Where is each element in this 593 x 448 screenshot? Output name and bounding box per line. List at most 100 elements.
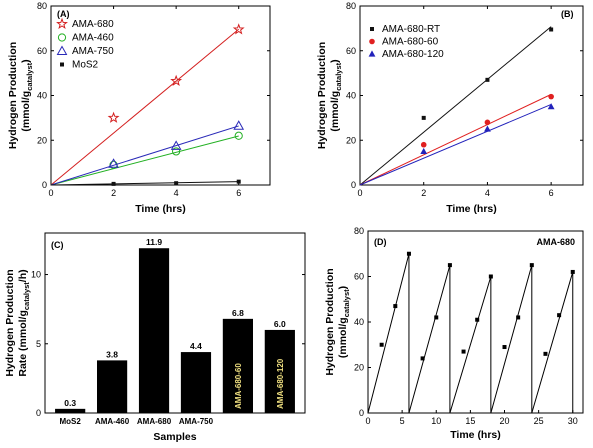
y-unit-open: (mmol/g	[329, 91, 341, 132]
series-mos2	[50, 179, 241, 186]
y-axis-title: Hydrogen Production	[324, 268, 336, 375]
cycle-line	[531, 271, 574, 414]
y-tick-label: 40	[37, 91, 47, 101]
panel-a: 0 20 40 60 80 0 2 4 6 AMA-680 AMA-460 AMA-750 MoS2 (A…	[7, 1, 271, 215]
legend-label: AMA-460	[72, 33, 114, 44]
y-unit-sub: catalyst	[22, 282, 31, 310]
legend-marker	[369, 38, 375, 45]
data-point	[420, 356, 425, 361]
y-tick-label: 0	[359, 408, 364, 418]
data-point	[234, 131, 243, 140]
y-unit-sub: catalyst	[342, 289, 351, 317]
cycle-5	[531, 269, 575, 414]
fit-line	[50, 181, 239, 186]
legend-marker	[57, 33, 67, 42]
y-tick-label: 0	[36, 408, 41, 418]
data-point	[170, 74, 183, 87]
cycle-1	[367, 251, 411, 414]
y-tick-label: 80	[37, 1, 47, 11]
x-tick-label: 10	[431, 416, 441, 426]
panel-d: 0 20 40 60 80 0 5 10 15 20 25 30 (D) AMA-680 Time (hrs…	[324, 226, 584, 441]
category-label: AMA-680-60	[234, 363, 243, 409]
x-tick-label: 4	[174, 188, 179, 198]
bar	[180, 352, 212, 413]
data-point	[529, 263, 534, 268]
data-point	[420, 141, 427, 148]
data-point	[420, 147, 428, 155]
data-point	[434, 315, 439, 320]
bar	[222, 318, 253, 413]
data-label: 11.9	[146, 237, 162, 247]
data-point	[172, 147, 181, 156]
x-tick-label: 15	[465, 416, 475, 426]
y-unit-open: (mmol/g	[337, 317, 349, 358]
y-tick-label: 60	[37, 46, 47, 56]
bar	[97, 360, 128, 413]
data-point	[461, 349, 466, 354]
series-ama-460	[50, 131, 243, 186]
y-tick-label: 20	[37, 135, 47, 145]
y-unit-close: )	[337, 286, 349, 290]
legend: AMA-680 AMA-460 AMA-750 MoS2	[56, 17, 114, 71]
y-unit-close: )	[329, 59, 341, 63]
fit-line	[359, 103, 552, 186]
legend-marker	[370, 27, 374, 31]
data-point	[421, 115, 426, 120]
fit-line	[50, 28, 240, 186]
data-point	[488, 274, 493, 279]
y-axis-title: Hydrogen Production	[316, 42, 328, 149]
data-point	[516, 315, 521, 320]
bar-mos2: 0.3 MoS2	[55, 398, 86, 426]
x-axis-title: Time (hrs)	[446, 203, 497, 215]
bar-ama-680-60: 6.8 AMA-680-60	[222, 308, 253, 413]
data-point	[475, 317, 480, 322]
y-unit-open: Rate (mmol/g	[17, 310, 29, 377]
plot-frame	[367, 230, 584, 414]
bar-ama-680-120: 6.0 AMA-680-120	[264, 319, 295, 413]
y-tick-label: 80	[354, 226, 364, 236]
category-label-group: AMA-680-120	[276, 358, 285, 409]
fit-line	[359, 26, 552, 186]
annotation: AMA-680	[536, 237, 575, 247]
legend-marker	[60, 62, 64, 67]
x-tick-label: 2	[111, 188, 116, 198]
x-tick-label: 0	[365, 416, 370, 426]
cycle-3	[449, 274, 493, 414]
cycle-2	[408, 263, 452, 414]
data-point	[548, 93, 554, 100]
data-point	[111, 181, 116, 186]
x-tick-label: 4	[485, 188, 490, 198]
x-tick-label: 6	[236, 188, 241, 198]
y-axis-unit: (mmol/gcatalyst)	[329, 59, 343, 131]
category-label: AMA-680	[137, 417, 172, 426]
x-tick-label: 25	[534, 416, 544, 426]
data-label: 4.4	[190, 341, 202, 351]
y-tick-label: 5	[36, 339, 41, 349]
series-ama-680-120	[359, 103, 555, 186]
y-axis-unit: (mmol/gcatalyst)	[20, 59, 34, 131]
y-tick-label: 40	[354, 317, 364, 327]
series-ama-680	[50, 23, 245, 186]
legend-label: AMA-680-60	[382, 37, 439, 48]
x-tick-label: 0	[357, 188, 362, 198]
data-point	[547, 103, 555, 110]
y-axis-title: Hydrogen Production	[7, 42, 19, 149]
plot-frame	[44, 232, 306, 414]
fit-line	[359, 93, 552, 186]
series-ama-750	[50, 120, 245, 186]
legend-marker	[368, 50, 376, 57]
panel-label: (C)	[51, 240, 64, 250]
category-label-group: AMA-680-60	[234, 363, 243, 409]
x-tick-label: 5	[400, 416, 405, 426]
y-unit-sub: catalyst	[334, 62, 343, 90]
data-label: 3.8	[106, 349, 118, 359]
y-tick-label: 10	[31, 270, 41, 280]
y-tick-label: 0	[42, 180, 47, 190]
y-tick-label: 20	[354, 363, 364, 373]
category-label: AMA-680-120	[276, 358, 285, 409]
data-point	[485, 77, 490, 82]
y-unit-close: /h)	[17, 269, 29, 282]
legend-label: AMA-680-RT	[382, 24, 440, 35]
cycle-line	[367, 253, 410, 414]
